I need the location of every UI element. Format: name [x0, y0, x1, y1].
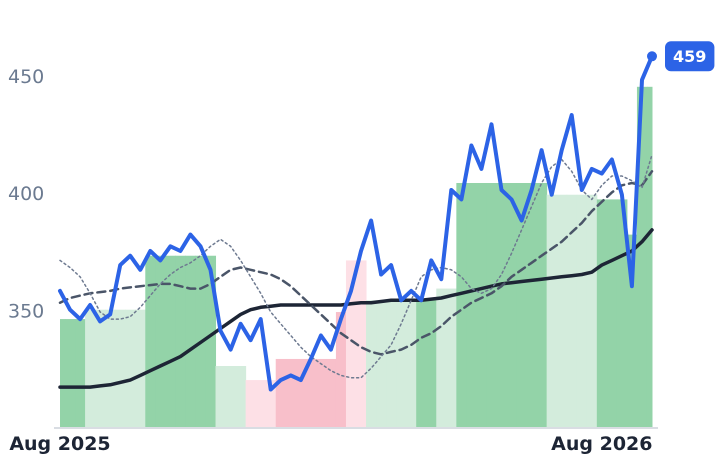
y-tick-label: 400: [8, 183, 44, 205]
regime-bar: [476, 183, 487, 427]
regime-bar: [406, 300, 417, 427]
regime-bar: [305, 358, 317, 427]
regime-bar: [516, 183, 528, 427]
regime-bar: [546, 194, 558, 427]
regime-bar: [85, 309, 96, 427]
regime-bar: [636, 86, 648, 428]
regime-bar: [145, 255, 156, 427]
y-tick-label: 450: [8, 66, 44, 88]
badge-label: 459: [673, 47, 706, 66]
regime-bar: [536, 183, 548, 427]
regime-bar: [586, 194, 598, 427]
regime-bar: [125, 309, 136, 427]
regime-bar: [115, 309, 126, 427]
regime-bar: [185, 255, 196, 427]
series-line: [58, 54, 654, 392]
price-badge: 459: [665, 41, 715, 72]
regime-bar: [335, 312, 347, 427]
last-point: [647, 51, 657, 62]
regime-bar: [496, 183, 508, 427]
regime-bar: [506, 183, 518, 427]
regime-bar: [205, 255, 217, 427]
regime-bar: [255, 380, 267, 427]
regime-bar: [356, 260, 367, 427]
regime-bar: [486, 183, 497, 427]
x-tick-label: Aug 2025: [9, 433, 110, 455]
regime-bar: [265, 380, 277, 427]
regime-bar: [65, 319, 76, 427]
regime-bar: [60, 319, 66, 427]
regime-bar: [526, 183, 538, 427]
regime-bar: [436, 288, 447, 427]
regime-bar: [456, 183, 467, 427]
regime-bar: [616, 199, 628, 427]
regime-bar: [446, 288, 457, 427]
regime-bar: [626, 234, 638, 427]
regime-bar: [396, 300, 407, 427]
series-line: [59, 154, 653, 379]
regime-bar: [576, 194, 588, 427]
regime-bar: [325, 358, 337, 427]
regime-bar: [566, 194, 578, 427]
regime-bar: [75, 319, 86, 427]
regime-bar: [416, 300, 427, 427]
regime-bar: [245, 380, 257, 427]
regime-bar: [285, 358, 297, 427]
regime-bar: [175, 255, 186, 427]
series-line: [58, 228, 654, 389]
series-line: [58, 170, 654, 356]
regime-bar: [225, 366, 237, 427]
regime-bar: [606, 199, 618, 427]
regime-bar: [345, 260, 357, 427]
regime-bar: [596, 199, 608, 427]
regime-bar: [235, 366, 247, 427]
x-tick-label: Aug 2026: [551, 433, 652, 455]
regime-bar: [646, 86, 653, 428]
y-tick-label: 350: [8, 301, 44, 323]
regime-bar: [275, 358, 287, 427]
regime-bar: [215, 366, 227, 427]
regime-bar: [135, 309, 146, 427]
regime-bar: [426, 300, 437, 427]
regime-bar: [155, 255, 166, 427]
regime-bar: [466, 183, 477, 427]
regime-bar: [165, 255, 176, 427]
regime-bar: [376, 300, 387, 427]
regime-bar: [366, 300, 377, 427]
regime-bar: [105, 309, 116, 427]
regime-bar: [295, 358, 307, 427]
badge-bg: [665, 41, 715, 72]
regime-bar: [315, 358, 327, 427]
regime-bar: [556, 194, 568, 427]
regime-bar: [386, 300, 397, 427]
regime-bar: [95, 309, 106, 427]
